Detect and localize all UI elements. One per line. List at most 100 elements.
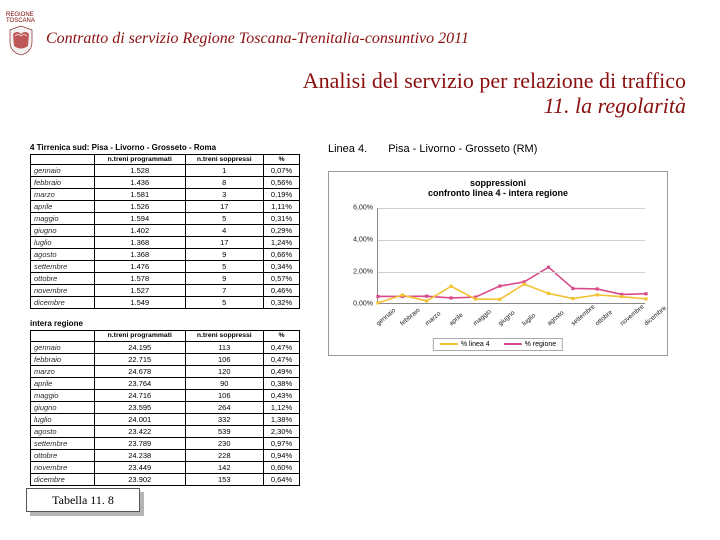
table-row: giugno23.5952641,12%	[31, 401, 300, 413]
regione-toscana-logo	[6, 22, 36, 56]
table-cell: 23.422	[95, 425, 186, 437]
table-cell: 0,56%	[264, 177, 300, 189]
table-cell: 1.527	[95, 285, 186, 297]
table-cell: 1,11%	[264, 201, 300, 213]
chart-legend: % linea 4 % regione	[433, 338, 563, 351]
table-cell: novembre	[31, 285, 95, 297]
table-cell: 1.368	[95, 237, 186, 249]
table-cell: 9	[185, 249, 264, 261]
table-header-cell: n.treni soppressi	[185, 331, 264, 341]
main-title: Analisi del servizio per relazione di tr…	[0, 56, 720, 119]
table-cell: 0,29%	[264, 225, 300, 237]
table-cell: 23.789	[95, 437, 186, 449]
table-cell: 0,57%	[264, 273, 300, 285]
table-cell: 230	[185, 437, 264, 449]
table-row: novembre1.52770,46%	[31, 285, 300, 297]
table-row: settembre1.47650,34%	[31, 261, 300, 273]
table-header-cell: n.treni programmati	[95, 154, 186, 164]
table-cell: maggio	[31, 213, 95, 225]
table-row: marzo1.58130,19%	[31, 189, 300, 201]
table-row: luglio24.0013321,38%	[31, 413, 300, 425]
table-cell: 90	[185, 377, 264, 389]
table-cell: 228	[185, 449, 264, 461]
table-cell: 22.715	[95, 353, 186, 365]
table-cell: ottobre	[31, 273, 95, 285]
table-header-cell: %	[264, 154, 300, 164]
table-cell: 1,38%	[264, 413, 300, 425]
table-cell: 2,30%	[264, 425, 300, 437]
table-row: novembre23.4491420,60%	[31, 461, 300, 473]
table-cell: 0,34%	[264, 261, 300, 273]
table-row: aprile1.526171,11%	[31, 201, 300, 213]
table-cell: 1.581	[95, 189, 186, 201]
table-row: gennaio1.52810,07%	[31, 165, 300, 177]
table-cell: gennaio	[31, 341, 95, 353]
table-cell: dicembre	[31, 297, 95, 309]
table-cell: 1.526	[95, 201, 186, 213]
table-linea4: n.treni programmatin.treni soppressi%gen…	[30, 154, 300, 309]
table-cell: 264	[185, 401, 264, 413]
table-row: dicembre23.9021530,64%	[31, 473, 300, 485]
table-header-cell	[31, 331, 95, 341]
table-cell: gennaio	[31, 165, 95, 177]
page-header: Contratto di servizio Regione Toscana-Tr…	[0, 0, 720, 56]
region-label: intera regione	[30, 319, 300, 328]
table-cell: 142	[185, 461, 264, 473]
table-cell: 106	[185, 353, 264, 365]
table-cell: 1,24%	[264, 237, 300, 249]
table-row: aprile23.764900,38%	[31, 377, 300, 389]
table-cell: 0,38%	[264, 377, 300, 389]
table-cell: 106	[185, 389, 264, 401]
table-row: febbraio22.7151060,47%	[31, 353, 300, 365]
table-cell: 113	[185, 341, 264, 353]
table-cell: luglio	[31, 413, 95, 425]
table-row: agosto23.4225392,30%	[31, 425, 300, 437]
table-cell: 0,47%	[264, 341, 300, 353]
table-row: giugno1.40240,29%	[31, 225, 300, 237]
chart-x-labels: gennaiofebbraiomarzoaprilemaggiogiugnolu…	[377, 306, 645, 336]
table-row: ottobre1.57890,57%	[31, 273, 300, 285]
table-cell: 1.402	[95, 225, 186, 237]
table-row: gennaio24.1951130,47%	[31, 341, 300, 353]
chart-lines	[378, 208, 646, 304]
table-cell: 17	[185, 237, 264, 249]
table-row: settembre23.7892300,97%	[31, 437, 300, 449]
table-cell: 24.001	[95, 413, 186, 425]
table-cell: settembre	[31, 437, 95, 449]
table-cell: 5	[185, 297, 264, 309]
table-cell: 1.368	[95, 249, 186, 261]
table-top-title: 4 Tirrenica sud: Pisa - Livorno - Grosse…	[30, 143, 300, 152]
table-cell: 0,43%	[264, 389, 300, 401]
table-header-cell: n.treni programmati	[95, 331, 186, 341]
table-cell: 0,19%	[264, 189, 300, 201]
chart-plot-area	[377, 208, 645, 304]
table-row: dicembre1.54950,32%	[31, 297, 300, 309]
table-cell: marzo	[31, 189, 95, 201]
table-cell: giugno	[31, 401, 95, 413]
table-cell: 0,97%	[264, 437, 300, 449]
table-cell: 1,12%	[264, 401, 300, 413]
table-cell: 1.436	[95, 177, 186, 189]
table-cell: 5	[185, 213, 264, 225]
table-cell: 9	[185, 273, 264, 285]
legend-linea4: % linea 4	[440, 341, 490, 348]
table-cell: 24.678	[95, 365, 186, 377]
table-cell: agosto	[31, 425, 95, 437]
main-subtitle: 11. la regolarità	[0, 93, 686, 118]
table-cell: 0,49%	[264, 365, 300, 377]
table-cell: 8	[185, 177, 264, 189]
table-cell: 1.549	[95, 297, 186, 309]
table-row: maggio24.7161060,43%	[31, 389, 300, 401]
table-cell: giugno	[31, 225, 95, 237]
table-cell: 1.476	[95, 261, 186, 273]
table-row: ottobre24.2382280,94%	[31, 449, 300, 461]
table-cell: 5	[185, 261, 264, 273]
table-cell: 153	[185, 473, 264, 485]
chart-soppressioni: soppressioni confronto linea 4 - intera …	[328, 171, 668, 356]
table-cell: 17	[185, 201, 264, 213]
table-row: maggio1.59450,31%	[31, 213, 300, 225]
table-cell: 24.195	[95, 341, 186, 353]
table-cell: 1	[185, 165, 264, 177]
table-cell: agosto	[31, 249, 95, 261]
right-column: Linea 4. Pisa - Livorno - Grosseto (RM) …	[328, 143, 700, 496]
